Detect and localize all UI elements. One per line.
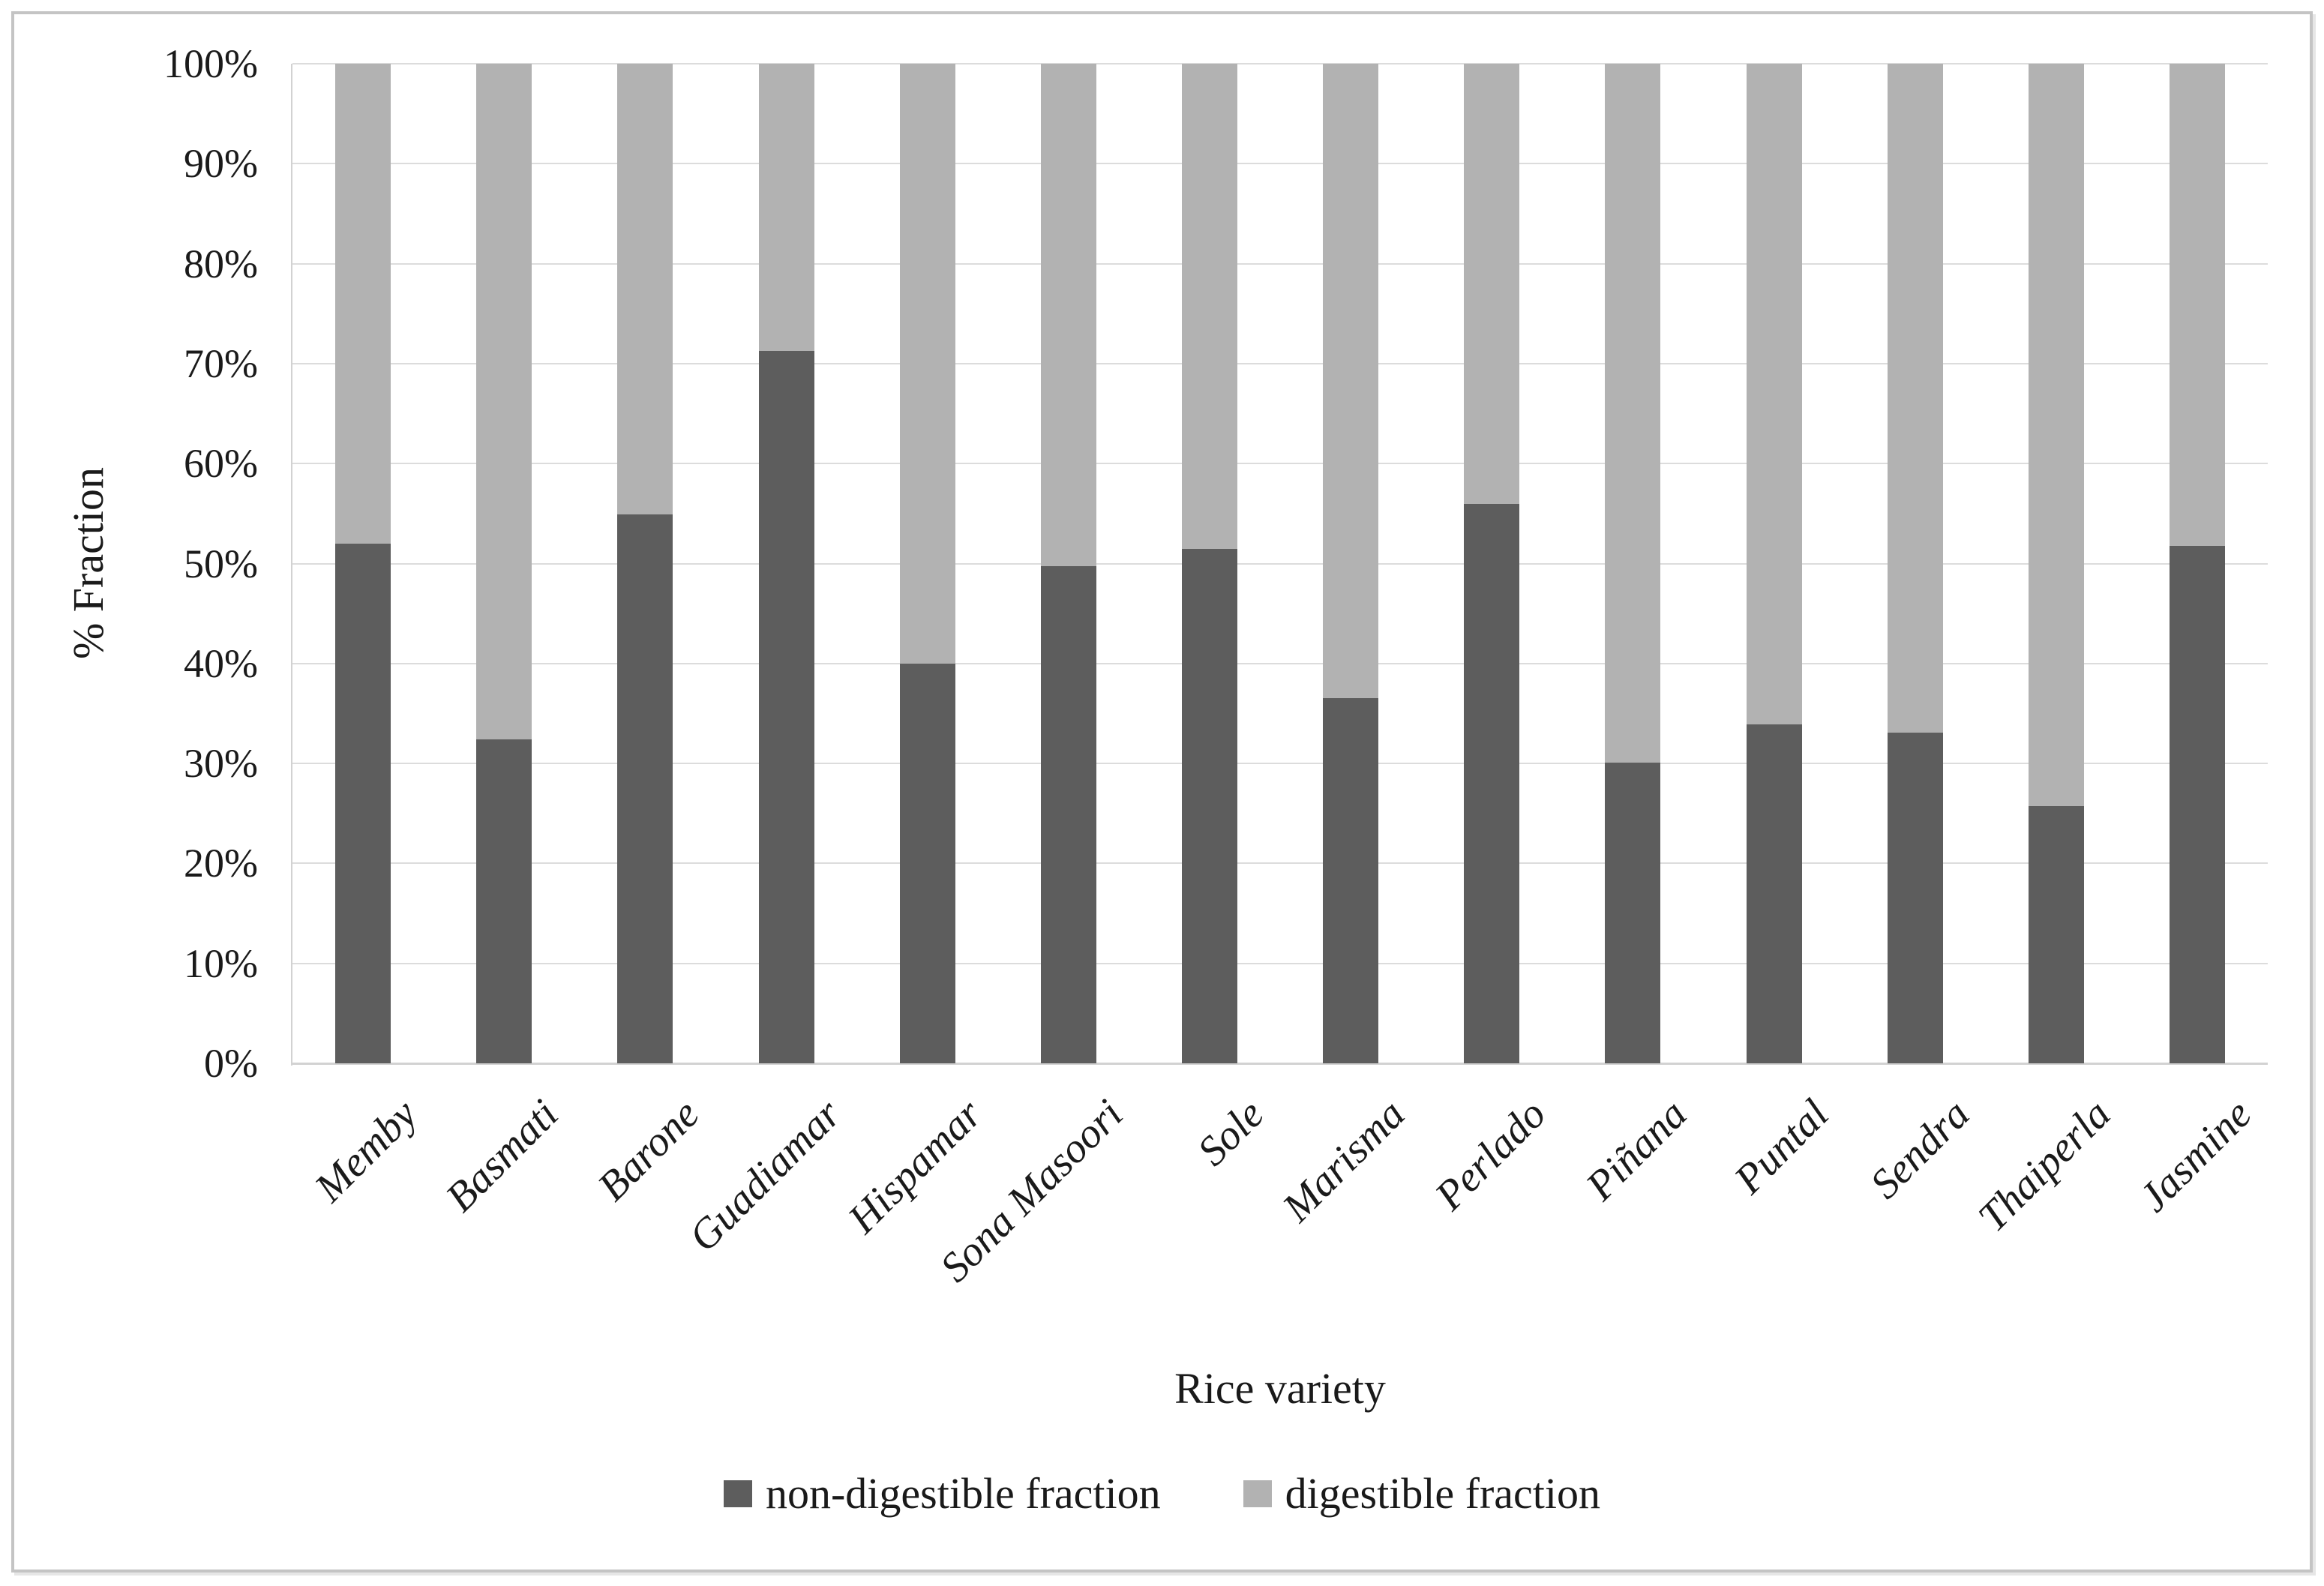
bar-non-digestible-perlado: [1464, 503, 1520, 1063]
bar-digestible-jasmine: [2169, 64, 2225, 546]
gridline-90%: [292, 163, 2268, 165]
x-axis-title: Rice variety: [1174, 1364, 1386, 1413]
y-axis-line: [291, 64, 292, 1066]
y-tick-label-20%: 20%: [184, 841, 258, 886]
legend-label-non-digestible: non-digestible fraction: [765, 1469, 1161, 1518]
bar-digestible-basmati: [476, 64, 532, 740]
bar-non-digestible-marisma: [1323, 698, 1379, 1063]
bar-non-digestible-basmati: [476, 739, 532, 1063]
gridline-30%: [292, 763, 2268, 765]
bar-digestible-guadiamar: [758, 64, 814, 351]
bar-non-digestible-memby: [335, 543, 391, 1063]
bar-digestible-thaiperla: [2028, 64, 2084, 807]
y-tick-label-40%: 40%: [184, 640, 258, 686]
gridline-10%: [292, 962, 2268, 964]
bar-digestible-pi-ana: [1605, 64, 1661, 763]
bar-non-digestible-thaiperla: [2028, 806, 2084, 1063]
y-tick-label-80%: 80%: [184, 241, 258, 286]
legend-swatch-non-digestible-icon: [723, 1480, 752, 1507]
y-tick-label-60%: 60%: [184, 441, 258, 487]
y-tick-label-70%: 70%: [184, 340, 258, 386]
bar-digestible-perlado: [1464, 64, 1520, 504]
bar-non-digestible-puntal: [1746, 724, 1802, 1063]
y-tick-label-10%: 10%: [184, 940, 258, 986]
bar-non-digestible-sendra: [1887, 732, 1943, 1063]
y-tick-label-50%: 50%: [184, 541, 258, 586]
bar-digestible-marisma: [1323, 64, 1379, 699]
bar-digestible-memby: [335, 64, 391, 544]
legend: non-digestible fraction digestible fract…: [0, 1471, 2324, 1516]
gridline-100%: [292, 63, 2268, 64]
gridline-20%: [292, 862, 2268, 865]
bar-non-digestible-sona-masoori: [1040, 566, 1096, 1063]
y-tick-label-0%: 0%: [204, 1041, 258, 1086]
y-tick-label-100%: 100%: [163, 41, 258, 86]
gridline-60%: [292, 463, 2268, 465]
legend-entry-non-digestible: non-digestible fraction: [723, 1469, 1161, 1518]
gridline-70%: [292, 362, 2268, 364]
bar-digestible-puntal: [1746, 64, 1802, 725]
gridline-0%: [292, 1063, 2268, 1065]
gridline-80%: [292, 262, 2268, 265]
bar-non-digestible-hispamar: [899, 663, 955, 1063]
bar-digestible-hispamar: [899, 64, 955, 664]
legend-label-digestible: digestible fraction: [1285, 1469, 1601, 1518]
bar-non-digestible-barone: [617, 514, 673, 1063]
y-tick-label-30%: 30%: [184, 741, 258, 787]
y-axis-title: % Fraction: [64, 466, 112, 660]
bar-digestible-sendra: [1887, 64, 1943, 733]
gridline-50%: [292, 562, 2268, 565]
legend-swatch-digestible-icon: [1243, 1480, 1272, 1507]
legend-entry-digestible: digestible fraction: [1243, 1471, 1600, 1516]
bar-non-digestible-sole: [1181, 548, 1237, 1063]
bar-non-digestible-jasmine: [2169, 545, 2225, 1063]
bar-non-digestible-pi-ana: [1605, 762, 1661, 1063]
bar-non-digestible-guadiamar: [758, 350, 814, 1063]
bar-digestible-barone: [617, 64, 673, 515]
bar-digestible-sona-masoori: [1040, 64, 1096, 567]
gridline-40%: [292, 662, 2268, 664]
y-tick-label-90%: 90%: [184, 141, 258, 187]
bar-digestible-sole: [1181, 64, 1237, 549]
